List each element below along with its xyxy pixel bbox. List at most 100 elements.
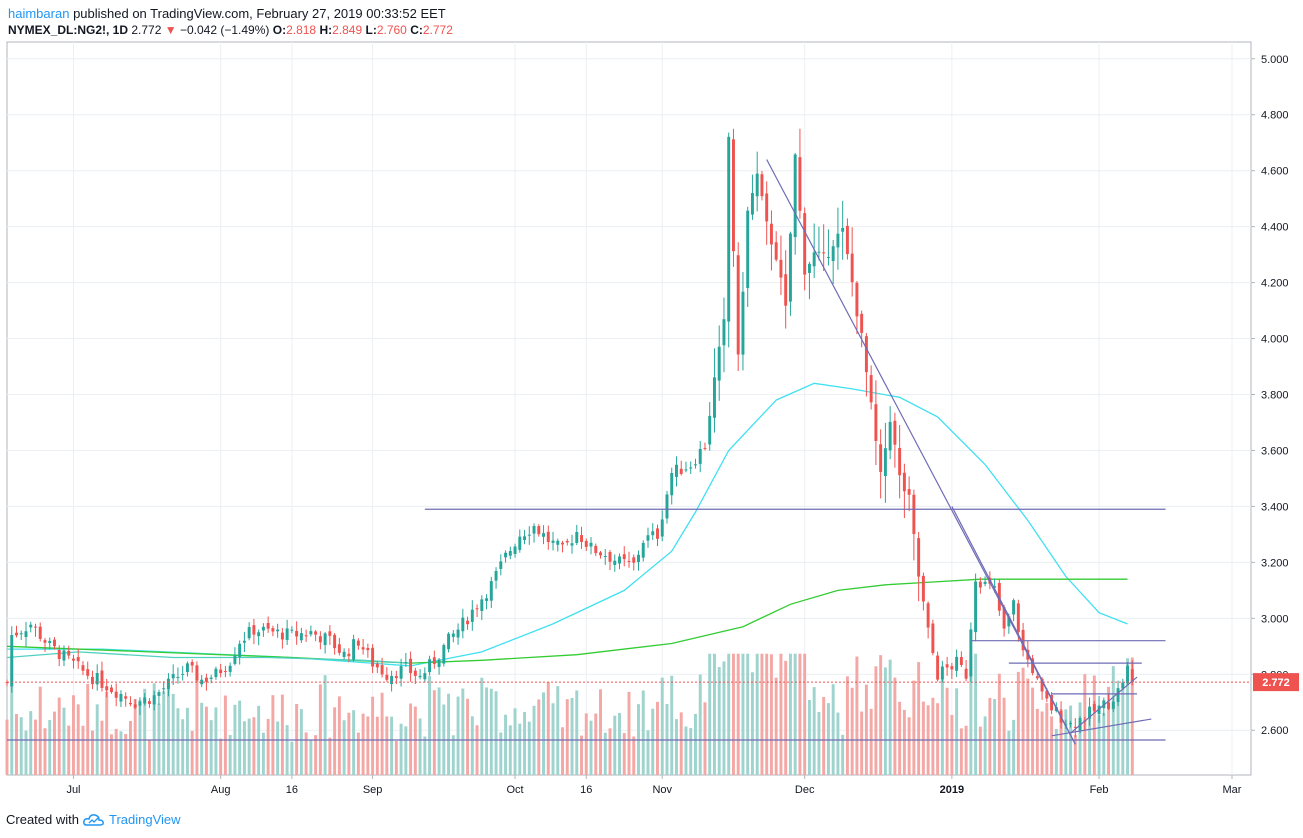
candle-body[interactable]	[722, 319, 726, 346]
candle-body[interactable]	[760, 174, 764, 197]
candle-body[interactable]	[950, 666, 954, 670]
price-axis[interactable]: 5.000 4.800 4.600 4.400 4.200 4.000 3.800 3.600…	[1251, 54, 1299, 737]
candle-body[interactable]	[703, 447, 707, 449]
candle-body[interactable]	[902, 472, 906, 492]
candle-body[interactable]	[219, 669, 223, 674]
candle-body[interactable]	[238, 643, 242, 658]
candle-body[interactable]	[470, 609, 474, 622]
candle-body[interactable]	[90, 676, 94, 684]
candle-body[interactable]	[694, 464, 697, 466]
candle-body[interactable]	[646, 535, 650, 541]
candle-body[interactable]	[171, 674, 175, 679]
time-axis[interactable]: Jul Aug 16 Sep Oct 16 Nov Dec 2019 Feb Mar	[66, 775, 1242, 796]
candle-body[interactable]	[879, 444, 883, 472]
candle-body[interactable]	[964, 668, 968, 679]
candle-body[interactable]	[898, 447, 902, 476]
candle-body[interactable]	[347, 653, 351, 657]
author-link[interactable]: haimbaran	[8, 6, 70, 21]
candle-body[interactable]	[409, 658, 413, 674]
candle-body[interactable]	[442, 645, 446, 664]
candle-body[interactable]	[504, 552, 508, 558]
candle-body[interactable]	[57, 649, 61, 660]
candle-body[interactable]	[328, 631, 332, 636]
trendlines[interactable]	[7, 159, 1251, 745]
candle-body[interactable]	[15, 632, 18, 636]
candle-body[interactable]	[523, 536, 527, 541]
candle-body[interactable]	[242, 640, 246, 643]
candle-body[interactable]	[622, 554, 626, 560]
candle-body[interactable]	[209, 677, 213, 679]
candle-body[interactable]	[100, 670, 104, 688]
candle-body[interactable]	[29, 624, 33, 628]
candle-body[interactable]	[712, 377, 716, 418]
candle-body[interactable]	[304, 635, 308, 637]
candle-body[interactable]	[76, 657, 80, 662]
candle-body[interactable]	[366, 647, 370, 651]
candle-body[interactable]	[746, 210, 750, 289]
candle-body[interactable]	[48, 640, 52, 644]
candle-body[interactable]	[147, 701, 151, 704]
candle-body[interactable]	[190, 662, 194, 666]
candle-body[interactable]	[959, 657, 963, 665]
candle-body[interactable]	[684, 469, 688, 471]
candle-body[interactable]	[10, 635, 14, 687]
candle-body[interactable]	[1111, 701, 1115, 709]
candle-body[interactable]	[299, 633, 303, 641]
candle-body[interactable]	[143, 697, 147, 704]
candle-body[interactable]	[152, 695, 156, 705]
candle-body[interactable]	[228, 665, 232, 672]
candle-body[interactable]	[817, 251, 821, 253]
candle-body[interactable]	[385, 674, 389, 680]
candle-body[interactable]	[356, 640, 360, 646]
downtrend-2-line[interactable]	[951, 506, 1076, 745]
candle-body[interactable]	[485, 598, 489, 601]
candle-body[interactable]	[204, 677, 208, 682]
candle-body[interactable]	[513, 546, 517, 554]
candles[interactable]	[5, 128, 1134, 738]
candle-body[interactable]	[665, 494, 669, 519]
candle-body[interactable]	[95, 673, 99, 685]
candle-body[interactable]	[812, 252, 816, 267]
candle-body[interactable]	[864, 336, 868, 373]
candle-body[interactable]	[532, 525, 536, 534]
candle-body[interactable]	[660, 519, 664, 537]
candle-body[interactable]	[361, 647, 365, 650]
candle-body[interactable]	[390, 675, 394, 685]
candle-body[interactable]	[1130, 669, 1134, 683]
candle-body[interactable]	[955, 656, 959, 671]
candle-body[interactable]	[1069, 723, 1073, 725]
candle-body[interactable]	[1116, 688, 1120, 703]
candle-body[interactable]	[133, 704, 137, 708]
candle-body[interactable]	[337, 644, 341, 653]
candle-body[interactable]	[788, 233, 792, 302]
downtrend-line[interactable]	[766, 159, 1076, 745]
candle-body[interactable]	[271, 628, 275, 632]
candle-body[interactable]	[38, 626, 42, 639]
candle-body[interactable]	[845, 225, 849, 255]
candle-body[interactable]	[86, 669, 90, 676]
candle-body[interactable]	[223, 671, 227, 673]
candle-body[interactable]	[1031, 658, 1035, 674]
candle-body[interactable]	[637, 554, 640, 563]
candle-body[interactable]	[394, 675, 398, 679]
candle-body[interactable]	[290, 629, 294, 631]
candle-body[interactable]	[936, 655, 940, 680]
candle-body[interactable]	[542, 533, 546, 537]
candle-body[interactable]	[779, 259, 783, 278]
candle-body[interactable]	[1121, 682, 1125, 689]
candle-body[interactable]	[1126, 665, 1130, 684]
candle-body[interactable]	[580, 535, 583, 542]
candle-body[interactable]	[105, 686, 109, 691]
uptrend-1-line[interactable]	[1051, 718, 1152, 737]
candle-body[interactable]	[257, 632, 261, 637]
candle-body[interactable]	[1097, 705, 1101, 715]
candle-body[interactable]	[447, 633, 451, 650]
candle-body[interactable]	[698, 448, 702, 464]
candle-body[interactable]	[285, 628, 289, 640]
candle-body[interactable]	[717, 346, 721, 381]
candle-body[interactable]	[855, 282, 859, 317]
candle-body[interactable]	[755, 173, 759, 197]
candle-body[interactable]	[1040, 678, 1044, 692]
candle-body[interactable]	[627, 560, 631, 562]
